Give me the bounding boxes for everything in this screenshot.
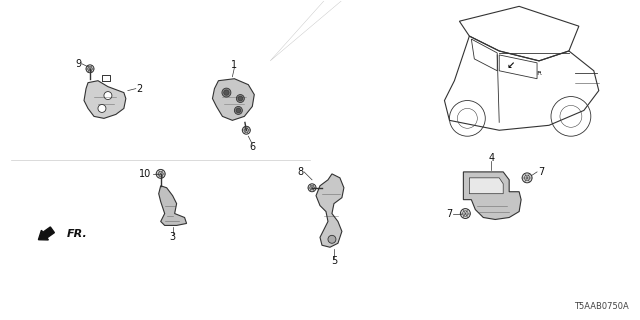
Circle shape bbox=[104, 92, 112, 100]
Polygon shape bbox=[159, 186, 187, 225]
Circle shape bbox=[243, 126, 250, 134]
Text: ↙: ↙ bbox=[507, 61, 515, 71]
Polygon shape bbox=[469, 178, 503, 194]
Circle shape bbox=[98, 105, 106, 112]
Circle shape bbox=[308, 184, 316, 192]
Text: T5AAB0750A: T5AAB0750A bbox=[574, 302, 628, 311]
Text: 9: 9 bbox=[75, 59, 81, 69]
Circle shape bbox=[222, 88, 231, 97]
Circle shape bbox=[522, 173, 532, 183]
Circle shape bbox=[328, 235, 336, 243]
Text: FR.: FR. bbox=[67, 229, 87, 239]
Polygon shape bbox=[212, 79, 254, 120]
Text: 4: 4 bbox=[488, 153, 494, 163]
Text: 10: 10 bbox=[139, 169, 151, 179]
Polygon shape bbox=[316, 174, 344, 247]
Polygon shape bbox=[463, 172, 521, 220]
Circle shape bbox=[234, 107, 243, 114]
Circle shape bbox=[224, 90, 229, 95]
Text: 6: 6 bbox=[249, 142, 255, 152]
Text: 2: 2 bbox=[137, 84, 143, 94]
FancyArrow shape bbox=[38, 227, 54, 240]
Polygon shape bbox=[84, 81, 126, 118]
Text: 5: 5 bbox=[331, 256, 337, 266]
Text: ᴿ: ᴿ bbox=[536, 71, 541, 81]
Circle shape bbox=[156, 169, 165, 178]
Circle shape bbox=[236, 108, 241, 113]
Text: 3: 3 bbox=[170, 232, 176, 242]
Circle shape bbox=[236, 95, 244, 102]
Text: 8: 8 bbox=[297, 167, 303, 177]
Text: 7: 7 bbox=[538, 167, 544, 177]
Circle shape bbox=[238, 96, 243, 101]
Text: 7: 7 bbox=[446, 209, 452, 219]
Text: 1: 1 bbox=[231, 60, 237, 70]
Circle shape bbox=[460, 209, 470, 219]
Circle shape bbox=[86, 65, 94, 73]
